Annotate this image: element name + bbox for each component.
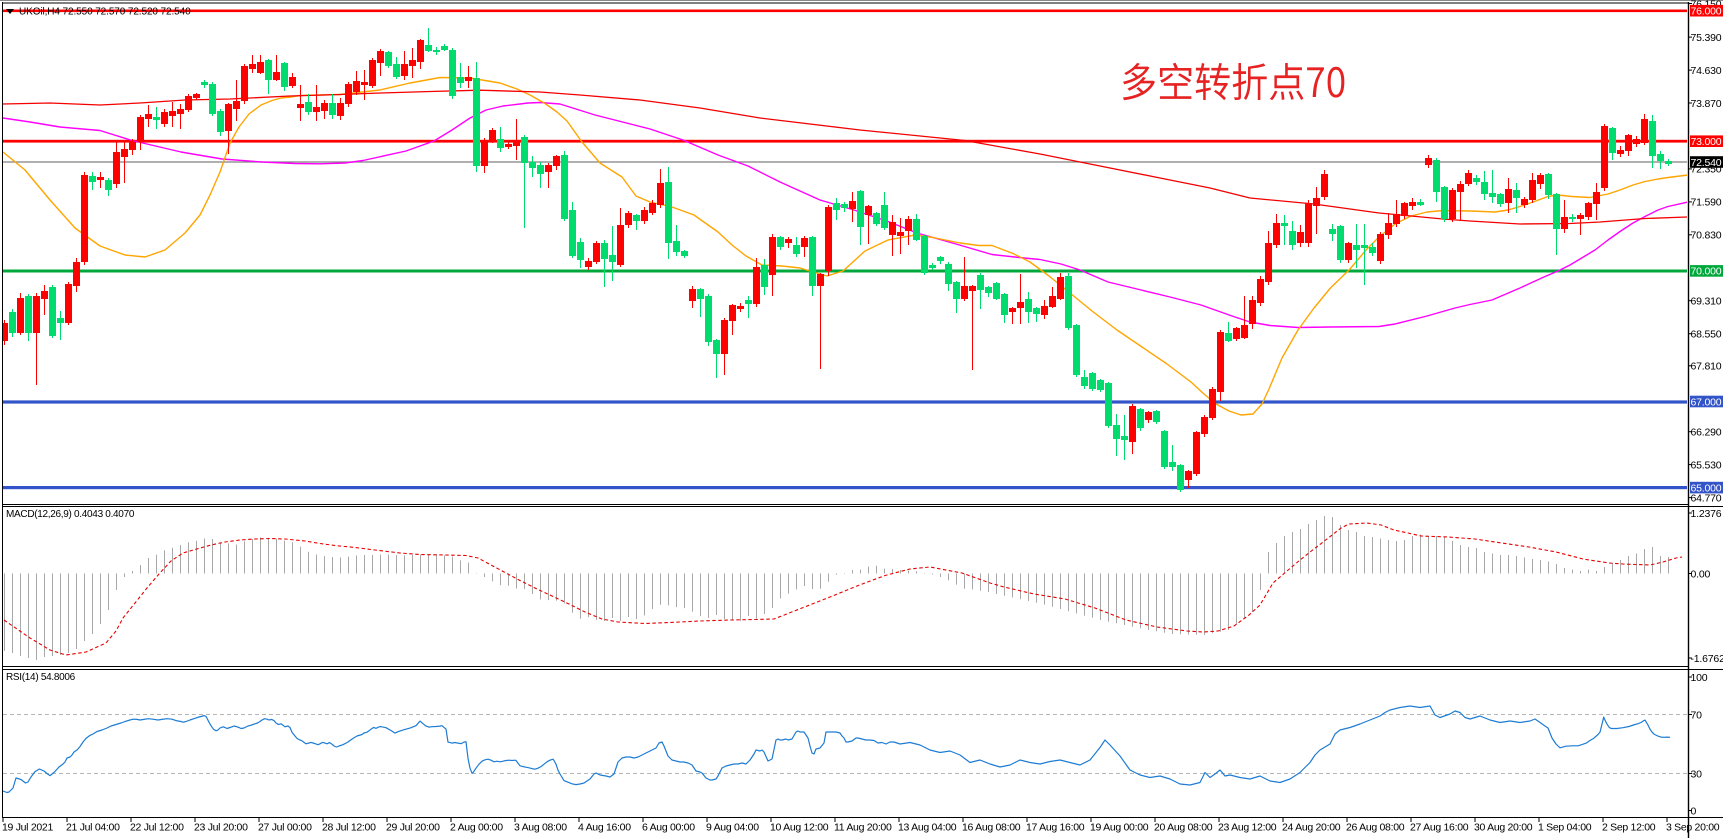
svg-text:16 Aug 08:00: 16 Aug 08:00 <box>962 822 1021 834</box>
svg-text:11 Aug 20:00: 11 Aug 20:00 <box>834 822 892 834</box>
svg-text:1 Sep 04:00: 1 Sep 04:00 <box>1538 822 1592 834</box>
svg-text:67.810: 67.810 <box>1691 361 1722 373</box>
svg-text:76.000: 76.000 <box>1691 6 1722 18</box>
svg-text:RSI(14) 54.8006: RSI(14) 54.8006 <box>6 672 76 683</box>
svg-text:73.870: 73.870 <box>1691 98 1722 110</box>
svg-text:2 Aug 00:00: 2 Aug 00:00 <box>450 822 503 834</box>
svg-text:30: 30 <box>1691 768 1703 780</box>
svg-text:70.000: 70.000 <box>1691 266 1722 278</box>
svg-text:26 Aug 08:00: 26 Aug 08:00 <box>1346 822 1405 834</box>
svg-text:75.390: 75.390 <box>1691 32 1722 44</box>
svg-text:65.530: 65.530 <box>1691 459 1722 471</box>
svg-text:20 Aug 08:00: 20 Aug 08:00 <box>1154 822 1213 834</box>
svg-text:22 Jul 12:00: 22 Jul 12:00 <box>130 822 184 834</box>
svg-text:0.00: 0.00 <box>1691 568 1711 580</box>
svg-text:19 Aug 00:00: 19 Aug 00:00 <box>1090 822 1149 834</box>
svg-text:29 Jul 20:00: 29 Jul 20:00 <box>386 822 440 834</box>
svg-text:24 Aug 20:00: 24 Aug 20:00 <box>1282 822 1341 834</box>
svg-text:69.310: 69.310 <box>1691 296 1722 308</box>
svg-text:23 Aug 12:00: 23 Aug 12:00 <box>1218 822 1277 834</box>
svg-text:27 Aug 16:00: 27 Aug 16:00 <box>1410 822 1469 834</box>
svg-text:MACD(12,26,9) 0.4043 0.4070: MACD(12,26,9) 0.4043 0.4070 <box>6 509 135 520</box>
svg-text:67.000: 67.000 <box>1691 396 1722 408</box>
svg-text:13 Aug 04:00: 13 Aug 04:00 <box>898 822 957 834</box>
svg-text:66.290: 66.290 <box>1691 427 1722 439</box>
svg-text:27 Jul 00:00: 27 Jul 00:00 <box>258 822 312 834</box>
svg-text:72.540: 72.540 <box>1691 157 1722 169</box>
svg-text:65.000: 65.000 <box>1691 482 1722 494</box>
svg-text:28 Jul 12:00: 28 Jul 12:00 <box>322 822 376 834</box>
svg-text:74.630: 74.630 <box>1691 65 1722 77</box>
svg-text:6 Aug 00:00: 6 Aug 00:00 <box>642 822 695 834</box>
svg-text:UKOil,H4 72.550 72.570 72.520: UKOil,H4 72.550 72.570 72.520 72.540 <box>19 7 191 18</box>
svg-text:100: 100 <box>1691 672 1708 684</box>
svg-text:68.550: 68.550 <box>1691 329 1722 341</box>
svg-text:64.770: 64.770 <box>1691 492 1722 504</box>
svg-text:10 Aug 12:00: 10 Aug 12:00 <box>770 822 829 834</box>
svg-text:1.2376: 1.2376 <box>1691 508 1722 520</box>
svg-text:70.830: 70.830 <box>1691 230 1722 242</box>
svg-text:30 Aug 20:00: 30 Aug 20:00 <box>1474 822 1533 834</box>
svg-text:70: 70 <box>1691 709 1703 721</box>
svg-text:21 Jul 04:00: 21 Jul 04:00 <box>66 822 120 834</box>
svg-text:71.590: 71.590 <box>1691 197 1722 209</box>
svg-text:4 Aug 16:00: 4 Aug 16:00 <box>578 822 631 834</box>
svg-text:73.000: 73.000 <box>1691 136 1722 148</box>
svg-text:9 Aug 04:00: 9 Aug 04:00 <box>706 822 759 834</box>
svg-text:3 Sep 20:00: 3 Sep 20:00 <box>1666 822 1720 834</box>
svg-text:0: 0 <box>1691 805 1697 817</box>
svg-text:2 Sep 12:00: 2 Sep 12:00 <box>1602 822 1656 834</box>
svg-text:17 Aug 16:00: 17 Aug 16:00 <box>1026 822 1085 834</box>
svg-text:19 Jul 2021: 19 Jul 2021 <box>2 822 53 834</box>
svg-text:3 Aug 08:00: 3 Aug 08:00 <box>514 822 567 834</box>
svg-text:-1.6762: -1.6762 <box>1691 653 1723 665</box>
svg-text:23 Jul 20:00: 23 Jul 20:00 <box>194 822 248 834</box>
